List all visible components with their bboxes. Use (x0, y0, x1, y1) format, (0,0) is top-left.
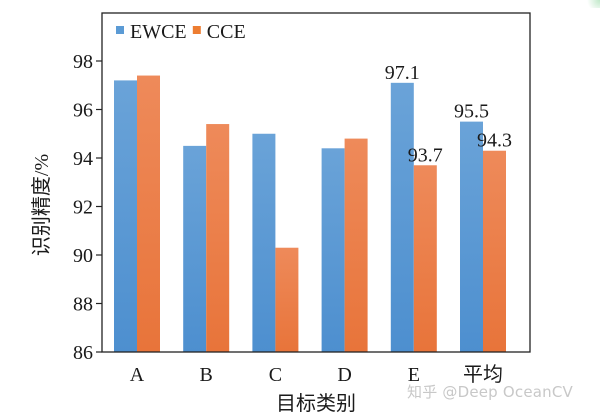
bars-group (114, 75, 506, 353)
data-label: 95.5 (454, 101, 489, 123)
bar-cce-5 (483, 150, 506, 352)
legend-label-cce: CCE (207, 21, 246, 43)
bar-cce-4 (413, 165, 437, 352)
y-axis: 86 88 90 92 94 96 98 (73, 51, 102, 364)
y-tick-label: 92 (73, 197, 93, 219)
bar-ewce-1 (183, 145, 207, 352)
y-tick-label: 90 (73, 245, 93, 267)
legend-swatch-ewce (116, 26, 124, 34)
legend-label-ewce: EWCE (130, 21, 187, 43)
bar-cce-3 (344, 138, 368, 352)
bar-cce-1 (206, 124, 230, 352)
legend: EWCE CCE (116, 21, 246, 43)
data-label: 97.1 (385, 62, 420, 84)
y-axis-title: 识别精度/% (30, 154, 53, 256)
data-label: 93.7 (408, 144, 443, 166)
y-tick-label: 96 (73, 100, 93, 122)
y-tick-label: 94 (73, 148, 93, 170)
x-tick-label: B (200, 364, 213, 386)
x-tick-label: A (130, 364, 145, 386)
corner-decoration (586, 0, 600, 8)
y-tick-label: 86 (73, 342, 93, 364)
y-tick-label: 98 (73, 51, 93, 73)
data-label: 94.3 (477, 130, 512, 152)
plot-frame (101, 12, 531, 353)
y-tick-label: 88 (73, 294, 93, 316)
x-tick-label: 平均 (463, 363, 503, 386)
x-axis-title: 目标类别 (276, 392, 356, 415)
data-labels-group: 97.1 93.7 95.5 94.3 (385, 62, 512, 166)
bar-ewce-0 (114, 80, 137, 353)
bar-cce-0 (137, 75, 160, 353)
x-tick-label: D (337, 364, 351, 386)
bar-ewce-4 (390, 82, 414, 352)
bar-ewce-3 (321, 148, 345, 352)
bar-ewce-2 (252, 133, 276, 352)
x-tick-label: E (408, 364, 420, 386)
bar-cce-2 (275, 247, 299, 352)
x-axis: A B C D E 平均 (130, 363, 503, 386)
watermark: 知乎 @Deep OceanCV (407, 383, 573, 401)
legend-swatch-cce (192, 26, 201, 34)
bar-ewce-5 (460, 121, 483, 352)
x-tick-label: C (269, 364, 282, 386)
